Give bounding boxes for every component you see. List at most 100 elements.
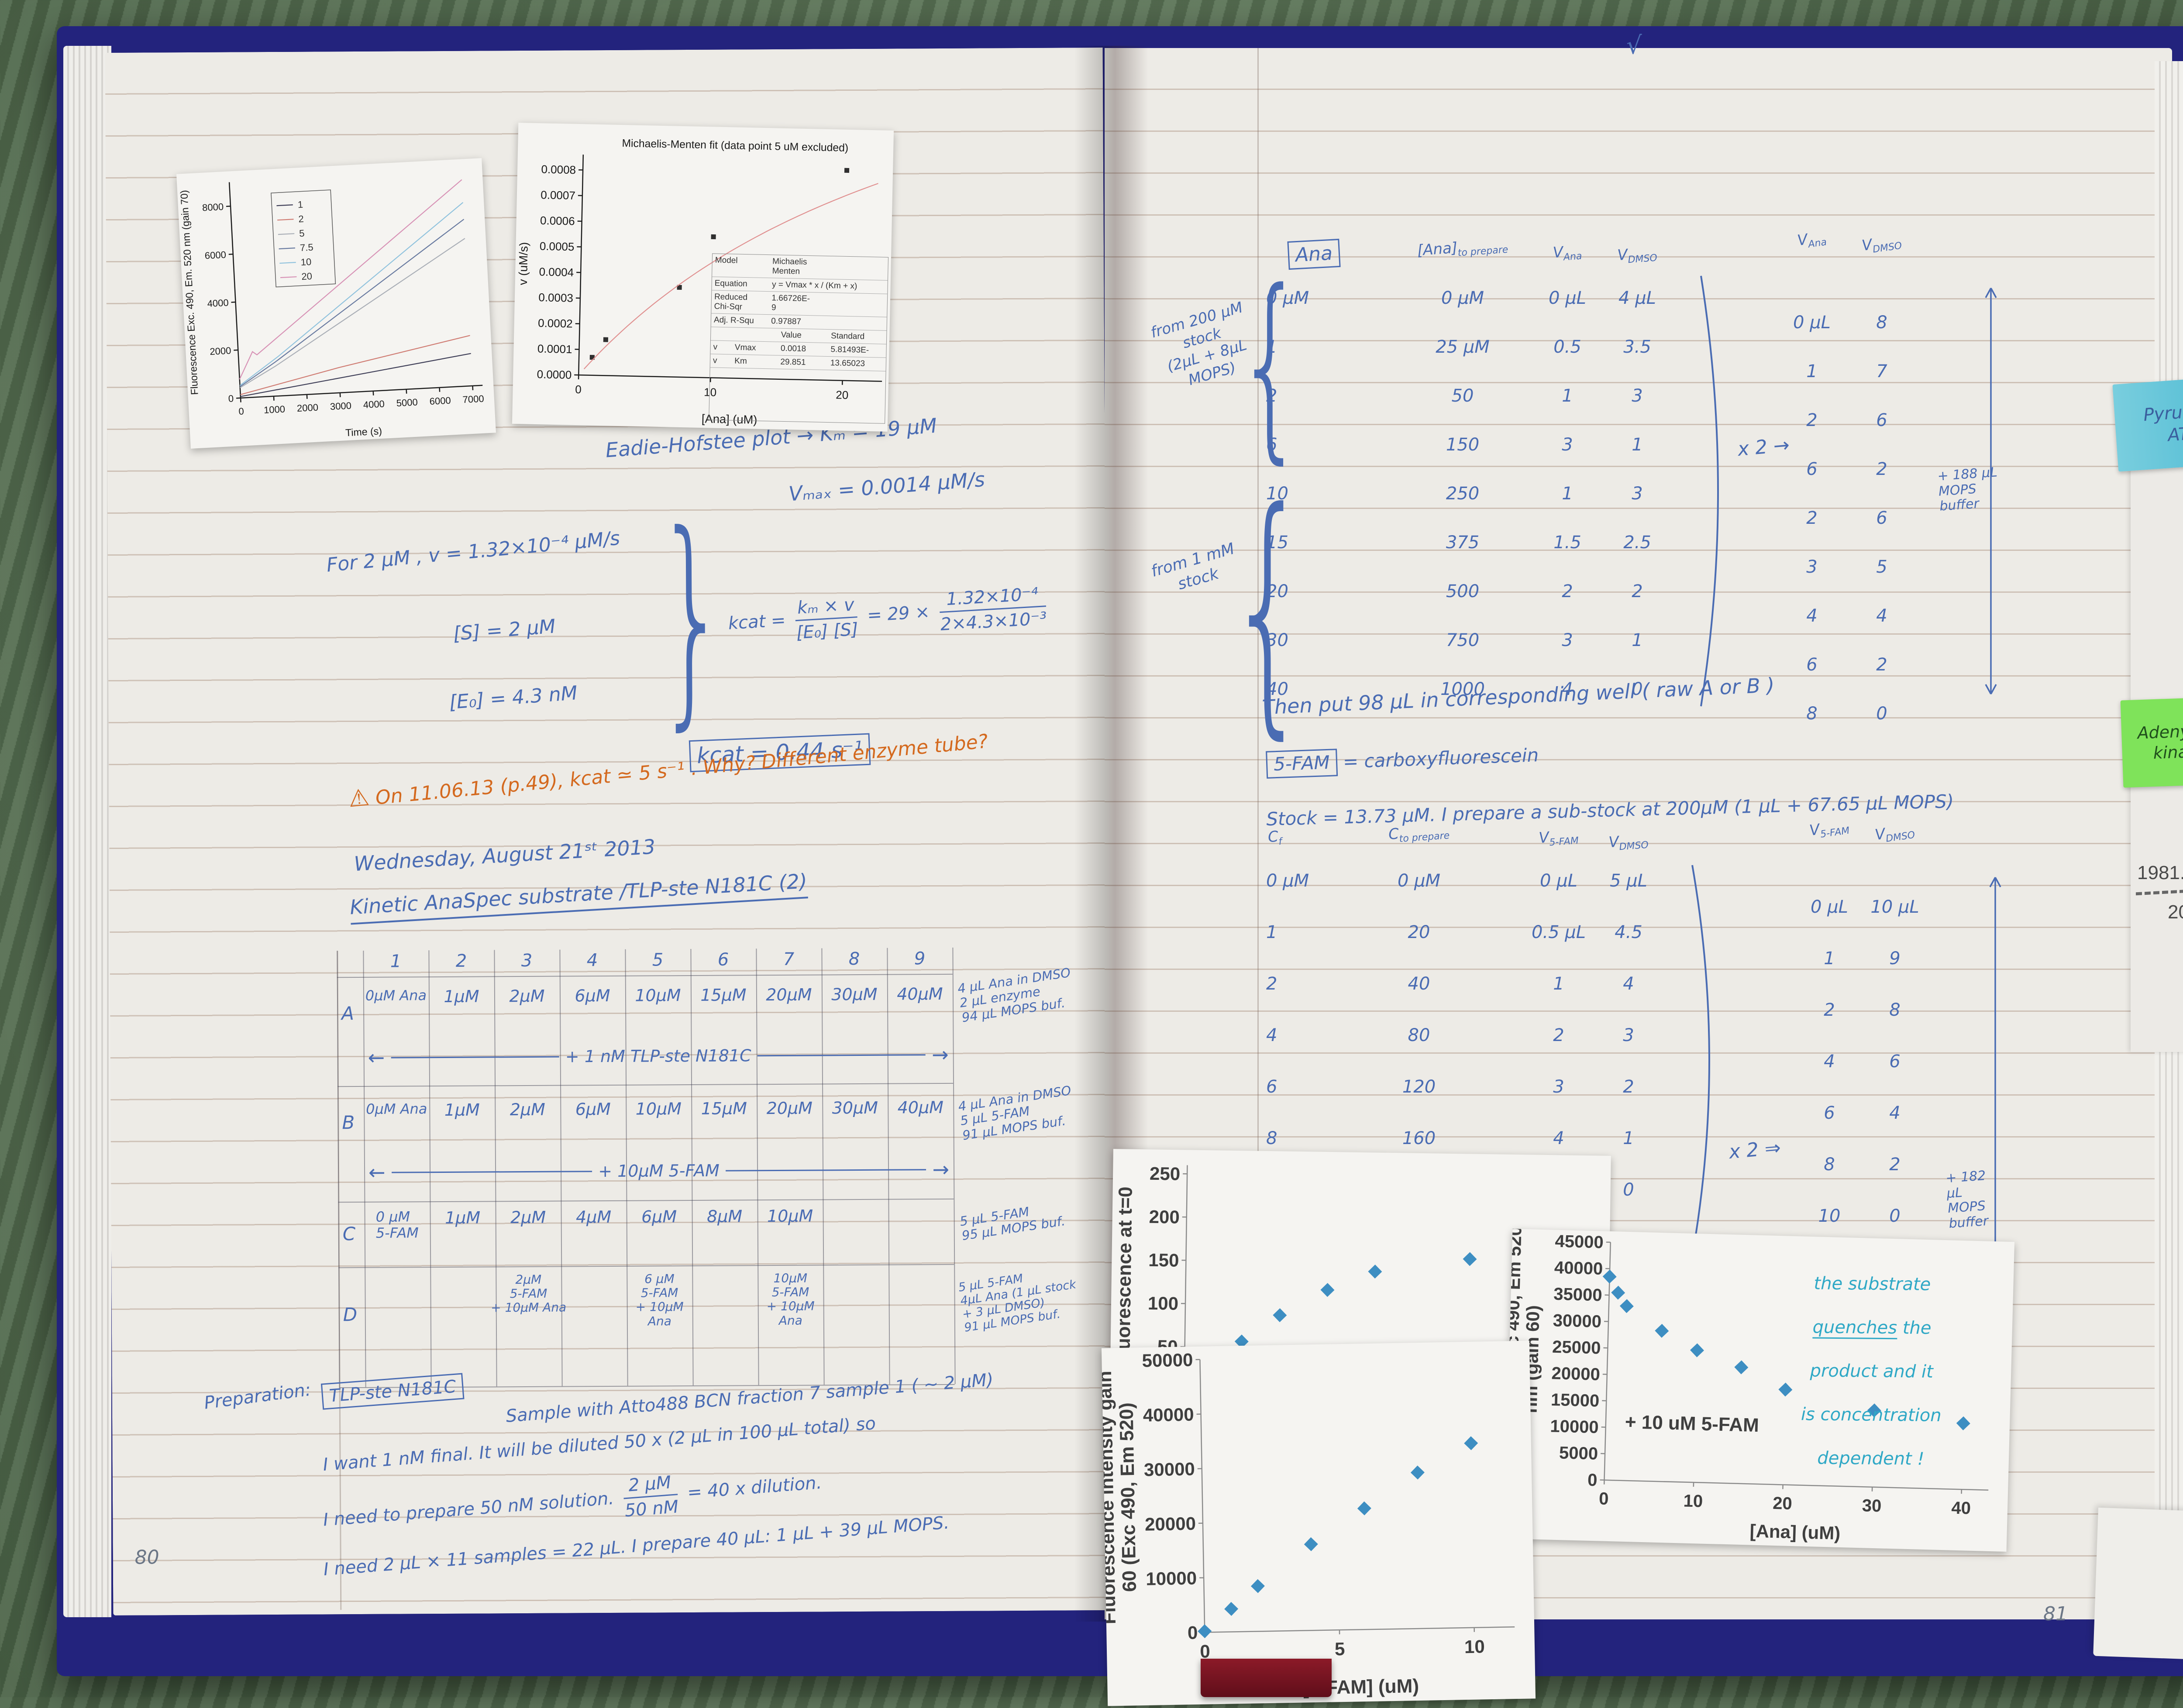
svg-text:10000: 10000: [1550, 1416, 1599, 1437]
check-mark: √: [1626, 31, 1642, 61]
v-dmso: 2: [1632, 581, 1642, 601]
svg-text:0.0008: 0.0008: [541, 163, 576, 177]
kcat-lhs: kcat =: [728, 610, 786, 633]
column-header: Cto prepare: [1388, 823, 1450, 845]
blue-sticky-tab[interactable]: Pyruvate ATP: [2112, 375, 2183, 471]
v-dmso: 4.5: [1615, 922, 1642, 942]
svg-text:7.5: 7.5: [300, 242, 313, 254]
v-dmso: 3: [1632, 386, 1642, 406]
svg-text:5: 5: [299, 228, 305, 239]
svg-text:0: 0: [1188, 1622, 1198, 1643]
header-sub: f: [1278, 836, 1282, 847]
svg-text:100: 100: [1148, 1293, 1179, 1314]
svg-text:40000: 40000: [1554, 1258, 1603, 1278]
fam-final-conc: 1: [1266, 922, 1277, 942]
v-ana: 0 µL: [1549, 288, 1586, 308]
v-fam: 3: [1553, 1077, 1564, 1097]
v-ana-x2: 4: [1806, 606, 1817, 626]
v-dmso-x2: 5: [1876, 557, 1887, 577]
svg-text:Fluorescence intensity gain60: Fluorescence intensity gain60 (Exc 490, …: [1102, 1370, 1141, 1624]
v-dmso-x2: 8: [1876, 313, 1887, 333]
v-dmso-x2: 4: [1889, 1103, 1900, 1123]
svg-text:20000: 20000: [1145, 1513, 1196, 1535]
plate-col-header: 7: [783, 949, 795, 969]
v-dmso: 4 µL: [1618, 288, 1656, 308]
plate-cell: 20µM: [767, 1099, 813, 1118]
v-dmso-x2: 0: [1876, 704, 1887, 724]
page-number-left: 80: [135, 1545, 159, 1569]
green-sticky-tab[interactable]: Adenylate kinase: [2121, 696, 2183, 787]
fam-prep-conc: 80: [1408, 1025, 1430, 1045]
v-ana-x2: 2: [1806, 508, 1817, 528]
fam-def-text: = carboxyfluorescein: [1343, 744, 1539, 773]
v-dmso: 3: [1623, 1025, 1634, 1045]
svg-text:40: 40: [1951, 1498, 1971, 1518]
v-fam-x2: 8: [1824, 1155, 1835, 1175]
dilution-num: 2 µM: [627, 1471, 672, 1496]
v-dmso: 0: [1623, 1180, 1634, 1200]
ana-prep-conc: 250: [1446, 484, 1479, 504]
header-main: C: [1267, 828, 1279, 846]
stats-cell: 13.65023: [828, 357, 886, 371]
plate-cell: 40µM: [897, 985, 943, 1004]
closing-brace: [1690, 860, 1729, 1261]
svg-text:0.0007: 0.0007: [541, 188, 575, 202]
arrow-label: + 1 nM TLP-ste N181C: [565, 1046, 751, 1066]
fam-prep-conc: 120: [1402, 1077, 1436, 1097]
svg-text:2000: 2000: [296, 402, 318, 414]
v-dmso: 1: [1632, 435, 1642, 455]
svg-text:5: 5: [1335, 1639, 1345, 1659]
v-ana-x2: 6: [1806, 459, 1817, 479]
date-heading: Wednesday, August 21ˢᵗ 2013: [353, 834, 656, 876]
svg-text:25000: 25000: [1552, 1337, 1601, 1358]
stats-cell: 5.81493E-: [828, 343, 886, 357]
quench-l4: is concentration: [1801, 1404, 1942, 1426]
for-2um-line: For 2 µM , v = 1.32×10⁻⁴ µM/s: [326, 526, 621, 577]
header-main: V: [1874, 825, 1887, 844]
plate-cell: 6 µM 5-FAM + 10µM Ana: [635, 1272, 684, 1328]
header-main: V: [1808, 821, 1821, 839]
plate-cell: 30µM: [832, 1099, 878, 1118]
table-grid-line: [952, 948, 955, 1384]
v-dmso: 2.5: [1623, 533, 1651, 553]
plate-cell: 10µM 5-FAM + 10µM Ana: [766, 1272, 815, 1328]
fam-final-conc: 2: [1266, 974, 1277, 994]
header-sub: to prepare: [1457, 244, 1508, 259]
v-dmso: 3.5: [1623, 337, 1651, 357]
svg-text:10: 10: [1683, 1491, 1703, 1511]
v-fam: 1: [1553, 974, 1564, 994]
svg-text:2000: 2000: [210, 345, 231, 357]
fam-prep-conc: 160: [1402, 1128, 1436, 1148]
svg-text:[Ana] (uM): [Ana] (uM): [1749, 1521, 1841, 1543]
svg-text:250: 250: [1150, 1163, 1181, 1184]
warning-line: ⚠ On 11.06.13 (p.49), kcat ≃ 5 s⁻¹ . Why…: [347, 711, 1133, 813]
svg-text:15000: 15000: [1550, 1390, 1599, 1411]
svg-text:v (uM/s): v (uM/s): [516, 242, 530, 285]
v-dmso-x2: 6: [1876, 410, 1887, 430]
green-tab-text: Adenylate kinase: [2137, 720, 2183, 764]
fam-prep-conc: 0 µM: [1398, 871, 1440, 891]
arrow-line: [391, 1056, 559, 1058]
plate-col-header: 2: [456, 951, 467, 971]
v-dmso-x2: 4: [1876, 606, 1887, 626]
svg-text:10000: 10000: [1146, 1568, 1197, 1589]
arrow-right-icon: →: [932, 1045, 949, 1065]
quench-l2-rest: the: [1897, 1318, 1932, 1338]
x2-multiplier: x 2 →: [1737, 434, 1790, 461]
x2-multiplier: x 2 ⇒: [1728, 1137, 1782, 1164]
red-bookmark-ribbon: [1201, 1659, 1332, 1697]
v-dmso: 5 µL: [1610, 871, 1647, 891]
preparation-label: Preparation:: [203, 1379, 312, 1414]
column-header: Cf: [1267, 829, 1282, 848]
strikethrough-scribble: [2136, 889, 2183, 895]
header-sub: DMSO: [1628, 253, 1658, 266]
curly-brace: }: [655, 521, 729, 715]
ana-final-conc: 20: [1266, 581, 1288, 601]
column-header: VAna: [1797, 230, 1828, 251]
enzyme-conc-line: [E₀] = 4.3 nM: [448, 681, 578, 715]
kcat-frac2: 1.32×10⁻⁴ 2×4.3×10⁻³: [938, 583, 1047, 636]
table-grid-line: [337, 951, 340, 1387]
header-sub: Ana: [1808, 237, 1828, 250]
